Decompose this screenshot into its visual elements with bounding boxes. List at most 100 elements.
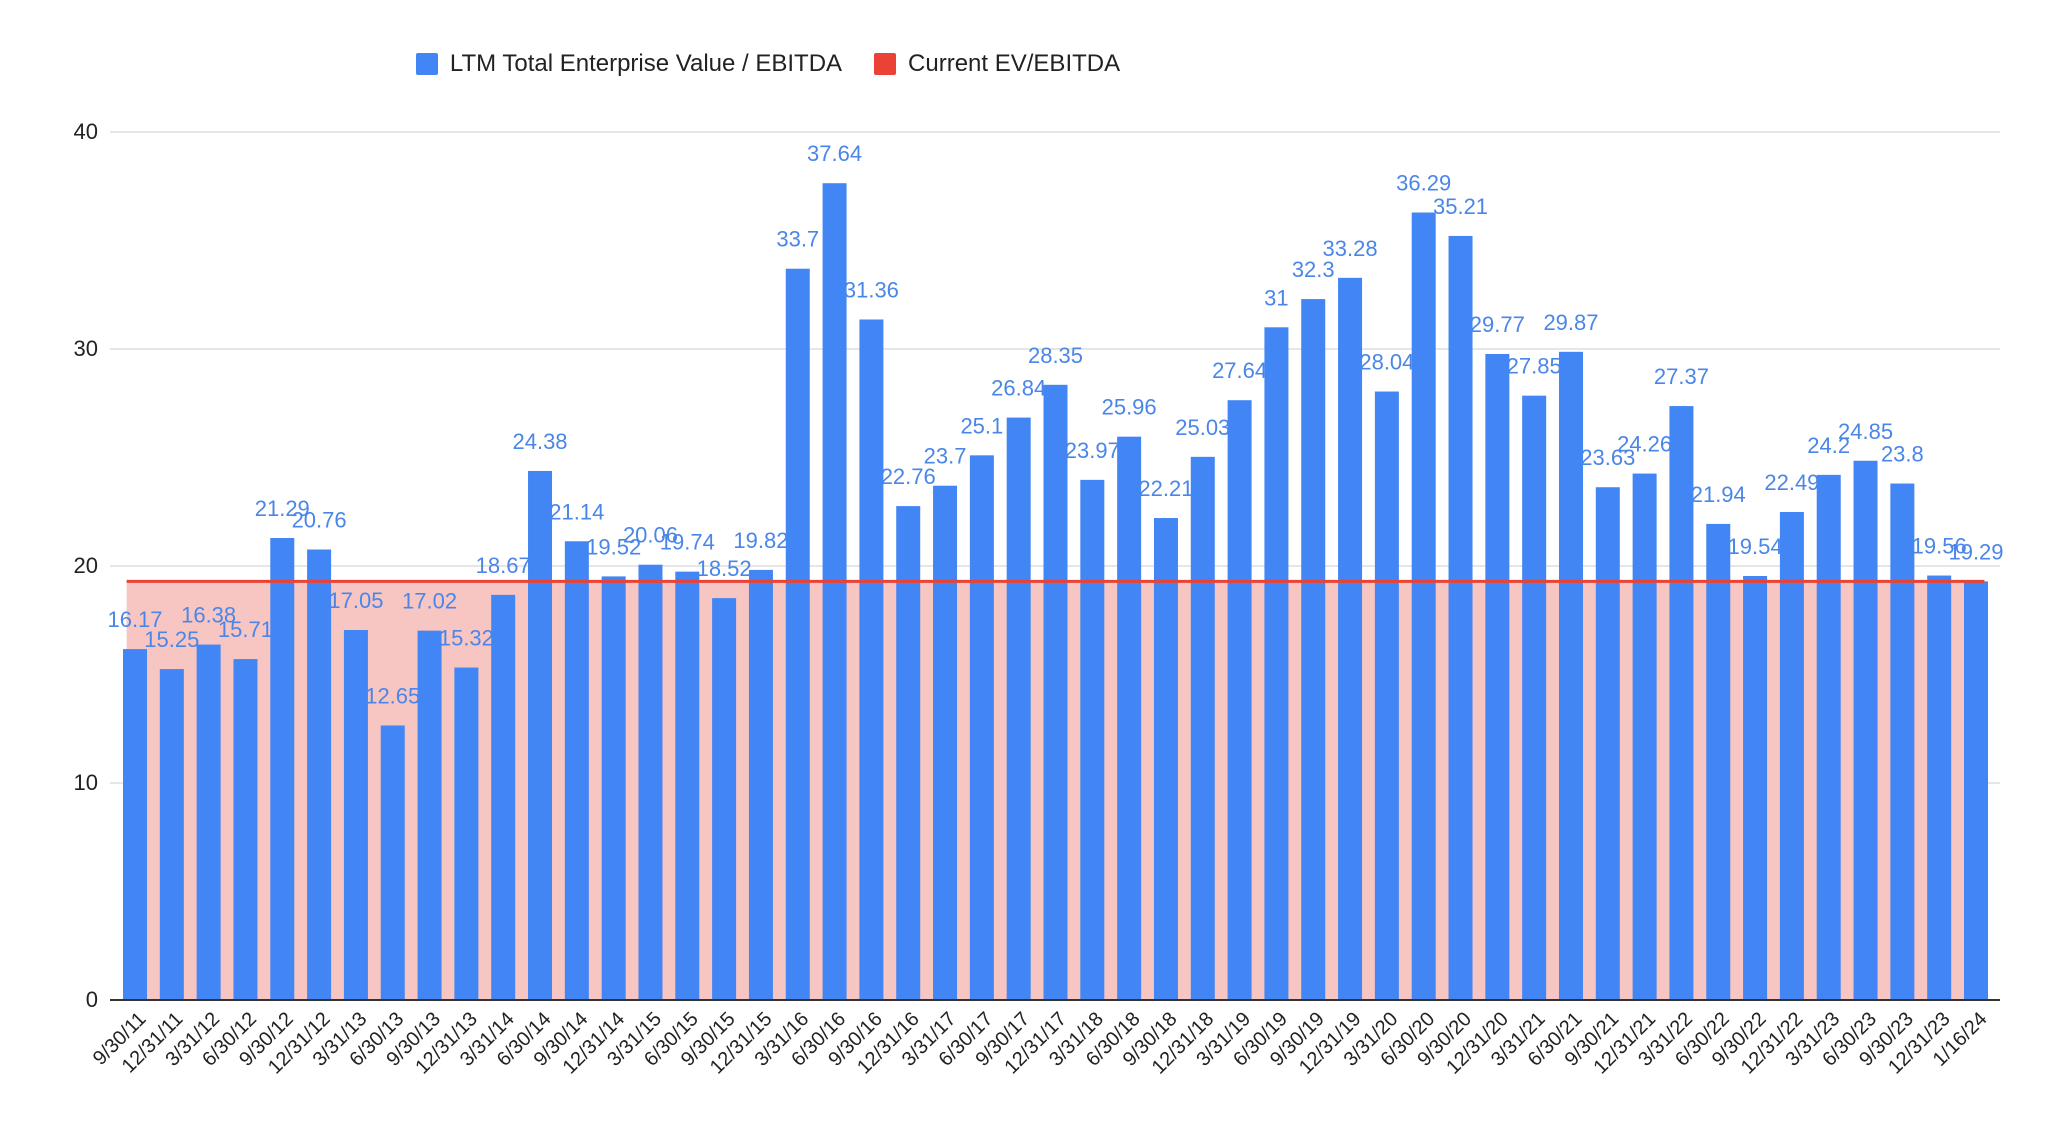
data-label: 22.76 (881, 464, 936, 489)
y-tick-label: 30 (74, 336, 98, 361)
data-label: 26.84 (991, 376, 1046, 401)
bar[interactable] (159, 669, 184, 1000)
bar[interactable] (822, 183, 847, 1000)
bar[interactable] (491, 594, 516, 1000)
data-label: 20.06 (623, 523, 678, 548)
bar[interactable] (1117, 436, 1142, 1001)
bar[interactable] (1964, 581, 1988, 1000)
data-label: 16.38 (181, 603, 236, 628)
bar[interactable] (969, 455, 994, 1001)
data-label: 31 (1264, 285, 1288, 310)
legend-swatch-red (874, 53, 897, 75)
legend-item-ev-ebitda[interactable]: LTM Total Enterprise Value / EBITDA (415, 50, 843, 78)
data-label: 31.36 (844, 277, 899, 302)
data-label: 37.64 (807, 141, 862, 166)
data-label: 35.21 (1433, 194, 1488, 219)
bar[interactable] (1595, 487, 1620, 1000)
data-label: 19.54 (1728, 534, 1783, 559)
data-label: 17.05 (328, 588, 383, 613)
bar[interactable] (196, 644, 221, 1000)
data-label: 29.77 (1470, 312, 1525, 337)
data-label: 21.14 (549, 499, 604, 524)
data-label: 23.7 (924, 444, 967, 469)
data-label: 12.65 (365, 683, 420, 708)
bar[interactable] (859, 319, 884, 1000)
bar[interactable] (712, 598, 737, 1000)
bar[interactable] (1153, 518, 1178, 1000)
data-label: 20.76 (292, 508, 347, 533)
data-label: 19.56 (1912, 534, 1967, 559)
bar[interactable] (1669, 406, 1694, 1000)
bar[interactable] (1743, 575, 1768, 1000)
bar[interactable] (233, 659, 258, 1000)
bar[interactable] (417, 630, 442, 1000)
data-label: 16.17 (107, 607, 162, 632)
bar[interactable] (123, 649, 147, 1000)
bar[interactable] (1227, 400, 1252, 1000)
y-tick-label: 20 (74, 553, 98, 578)
bar[interactable] (1190, 456, 1215, 1000)
bar[interactable] (896, 506, 921, 1000)
bar[interactable] (1485, 353, 1510, 1001)
data-label: 15.71 (218, 617, 273, 642)
bar[interactable] (1816, 474, 1841, 1000)
data-label: 25.1 (960, 413, 1003, 438)
bar[interactable] (1301, 299, 1326, 1001)
bar[interactable] (1706, 523, 1731, 1000)
bar[interactable] (1264, 327, 1289, 1000)
data-label: 33.7 (776, 227, 819, 252)
legend: LTM Total Enterprise Value / EBITDA Curr… (0, 50, 1536, 78)
bar[interactable] (1411, 212, 1436, 1000)
bar[interactable] (1080, 479, 1105, 1000)
y-tick-label: 0 (86, 987, 98, 1012)
data-label: 21.29 (255, 496, 310, 521)
data-label: 23.97 (1065, 438, 1120, 463)
legend-swatch-blue (415, 53, 438, 75)
bar[interactable] (748, 569, 773, 1000)
bar[interactable] (638, 564, 663, 1000)
bar[interactable] (601, 576, 626, 1000)
bar[interactable] (675, 571, 700, 1000)
bar[interactable] (1890, 483, 1915, 1000)
bar[interactable] (307, 549, 332, 1000)
bar[interactable] (528, 470, 553, 1001)
data-label: 21.94 (1691, 482, 1746, 507)
bar[interactable] (933, 485, 958, 1001)
data-label: 36.29 (1396, 171, 1451, 196)
bar[interactable] (1927, 575, 1952, 1000)
bar[interactable] (1558, 351, 1583, 1000)
data-label: 19.74 (660, 530, 715, 555)
bar[interactable] (1043, 384, 1068, 1000)
bar[interactable] (785, 268, 810, 1001)
legend-label-current: Current EV/EBITDA (908, 50, 1121, 77)
bar[interactable] (1522, 395, 1547, 1000)
data-label: 24.2 (1807, 433, 1850, 458)
data-label: 23.63 (1580, 445, 1635, 470)
data-label: 19.52 (586, 534, 641, 559)
legend-label-ev-ebitda: LTM Total Enterprise Value / EBITDA (449, 50, 843, 77)
data-label: 27.37 (1654, 364, 1709, 389)
data-label: 22.49 (1764, 470, 1819, 495)
data-label: 23.8 (1881, 442, 1924, 467)
data-label: 24.85 (1838, 419, 1893, 444)
bar[interactable] (380, 725, 405, 1000)
bar[interactable] (1448, 235, 1473, 1000)
data-label: 18.52 (697, 556, 752, 581)
bar[interactable] (454, 667, 479, 1000)
bar[interactable] (343, 630, 368, 1000)
bar[interactable] (1779, 511, 1804, 1000)
bar[interactable] (1632, 473, 1657, 1001)
data-label: 32.3 (1292, 257, 1335, 282)
bar[interactable] (1338, 277, 1363, 1001)
bar[interactable] (1374, 391, 1399, 1001)
data-label: 15.25 (144, 627, 199, 652)
legend-item-current[interactable]: Current EV/EBITDA (874, 50, 1120, 78)
bar[interactable] (270, 538, 295, 1000)
data-label: 17.02 (402, 589, 457, 614)
bar[interactable] (1006, 417, 1031, 1000)
data-label: 22.21 (1138, 476, 1193, 501)
bar[interactable] (1853, 460, 1878, 1000)
bar[interactable] (564, 541, 589, 1000)
